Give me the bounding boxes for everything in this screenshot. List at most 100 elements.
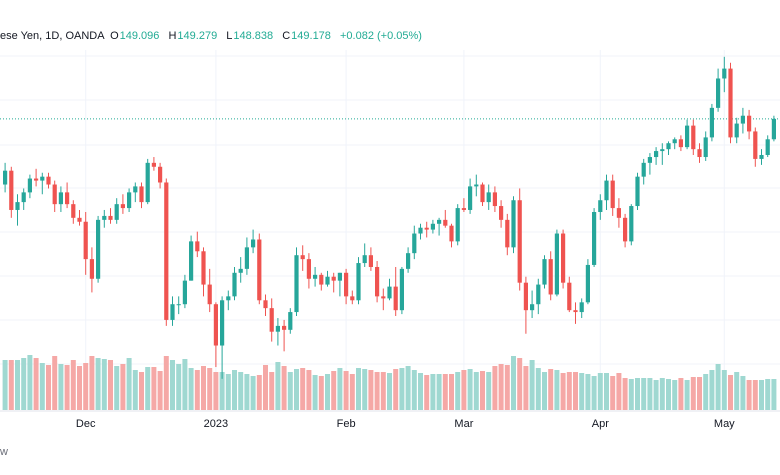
candle[interactable] <box>523 276 528 334</box>
candle[interactable] <box>629 204 634 246</box>
candle[interactable] <box>27 174 32 199</box>
candle[interactable] <box>201 247 206 297</box>
candle[interactable] <box>418 223 423 240</box>
candle[interactable] <box>499 200 504 228</box>
candle[interactable] <box>77 209 82 226</box>
candle[interactable] <box>579 298 584 319</box>
candle[interactable] <box>474 174 479 197</box>
candle[interactable] <box>356 257 361 305</box>
candle[interactable] <box>207 268 212 313</box>
candle[interactable] <box>145 158 150 205</box>
candle[interactable] <box>368 247 373 271</box>
candle[interactable] <box>65 182 70 209</box>
candle[interactable] <box>567 276 572 313</box>
candle[interactable] <box>722 56 727 93</box>
candle[interactable] <box>387 278 392 301</box>
candle[interactable] <box>21 188 26 210</box>
candle[interactable] <box>486 184 491 210</box>
candle[interactable] <box>306 253 311 289</box>
candle[interactable] <box>133 182 138 203</box>
candle[interactable] <box>592 208 597 267</box>
candle[interactable] <box>3 162 8 193</box>
candle[interactable] <box>269 298 274 342</box>
candle[interactable] <box>598 194 603 220</box>
candle[interactable] <box>313 266 318 287</box>
candle[interactable] <box>759 149 764 165</box>
candle[interactable] <box>697 143 702 163</box>
candle[interactable] <box>362 243 367 267</box>
candle[interactable] <box>257 233 262 305</box>
candle[interactable] <box>102 209 107 228</box>
candle[interactable] <box>325 270 330 287</box>
candle[interactable] <box>89 247 94 293</box>
candle[interactable] <box>678 135 683 152</box>
candle[interactable] <box>331 272 336 293</box>
candle[interactable] <box>15 194 20 226</box>
candle[interactable] <box>164 178 169 326</box>
candle[interactable] <box>685 119 690 150</box>
candle[interactable] <box>709 103 714 142</box>
candle[interactable] <box>542 255 547 289</box>
candle[interactable] <box>220 296 225 379</box>
candle[interactable] <box>623 213 628 248</box>
candle[interactable] <box>536 278 541 315</box>
candle[interactable] <box>195 231 200 258</box>
candle[interactable] <box>294 247 299 316</box>
candle[interactable] <box>170 296 175 326</box>
candle[interactable] <box>288 308 293 334</box>
candle[interactable] <box>350 290 355 305</box>
candle[interactable] <box>182 274 187 309</box>
candle[interactable] <box>226 290 231 311</box>
candle[interactable] <box>635 172 640 210</box>
candle[interactable] <box>412 225 417 260</box>
candle[interactable] <box>393 266 398 316</box>
candle[interactable] <box>344 268 349 305</box>
candle[interactable] <box>189 235 194 281</box>
candle[interactable] <box>455 204 460 246</box>
candle[interactable] <box>716 68 721 112</box>
candle[interactable] <box>232 266 237 301</box>
candle[interactable] <box>114 198 119 224</box>
candle[interactable] <box>660 143 665 165</box>
candle[interactable] <box>424 221 429 238</box>
candle[interactable] <box>585 259 590 305</box>
candle[interactable] <box>151 157 156 171</box>
candle[interactable] <box>406 247 411 273</box>
candle[interactable] <box>728 62 733 144</box>
candle[interactable] <box>505 213 510 256</box>
candle[interactable] <box>530 290 535 319</box>
candle[interactable] <box>740 107 745 134</box>
candle[interactable] <box>492 186 497 213</box>
candle[interactable] <box>703 131 708 161</box>
candle[interactable] <box>120 194 125 214</box>
candle[interactable] <box>96 215 101 283</box>
candle[interactable] <box>34 168 39 187</box>
candle[interactable] <box>468 178 473 214</box>
candle[interactable] <box>9 166 14 218</box>
candle[interactable] <box>52 180 57 213</box>
candle[interactable] <box>647 153 652 175</box>
candle[interactable] <box>437 217 442 236</box>
candle[interactable] <box>734 117 739 144</box>
candle[interactable] <box>517 188 522 291</box>
candle[interactable] <box>158 162 163 189</box>
candle[interactable] <box>430 219 435 234</box>
candle[interactable] <box>771 115 776 142</box>
candle[interactable] <box>263 294 268 316</box>
candle[interactable] <box>554 229 559 297</box>
candle[interactable] <box>300 245 305 271</box>
candle[interactable] <box>127 188 132 213</box>
candle[interactable] <box>337 272 342 297</box>
candle[interactable] <box>238 257 243 283</box>
candle[interactable] <box>747 109 752 140</box>
candle[interactable] <box>83 212 88 275</box>
candle[interactable] <box>548 251 553 301</box>
candle[interactable] <box>561 229 566 289</box>
candle[interactable] <box>610 174 615 216</box>
candle[interactable] <box>46 172 51 189</box>
candle[interactable] <box>672 137 677 150</box>
candle[interactable] <box>108 208 113 224</box>
candle[interactable] <box>176 296 181 315</box>
candle[interactable] <box>753 127 758 167</box>
